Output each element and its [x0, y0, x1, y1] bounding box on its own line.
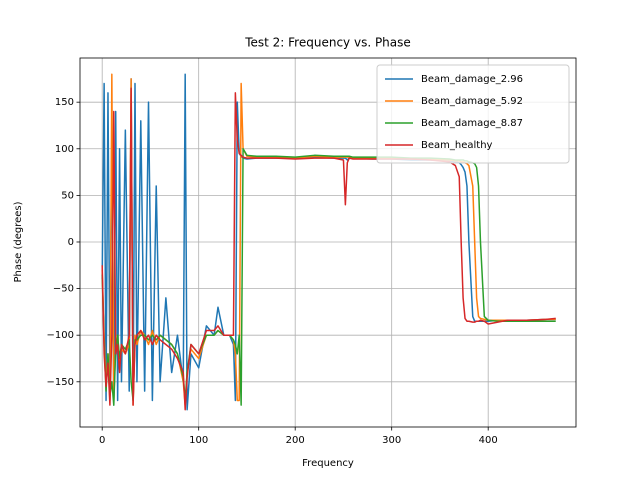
- plot-frame: [79, 57, 577, 428]
- legend-label: Beam_damage_2.96: [421, 74, 523, 85]
- x-axis-label: Frequency: [302, 458, 354, 469]
- x-tick-label: 100: [189, 435, 208, 446]
- legend-label: Beam_damage_8.87: [421, 118, 523, 129]
- y-tick-label: 50: [61, 190, 74, 201]
- y-tick-label: −100: [47, 330, 74, 341]
- y-tick-label: −50: [53, 284, 74, 295]
- legend: Beam_damage_2.96 Beam_damage_5.92 Beam_dam…: [376, 64, 570, 164]
- y-tick-label: 150: [55, 97, 74, 108]
- x-tick-label: 200: [286, 435, 305, 446]
- legend-label: Beam_healthy: [421, 140, 493, 151]
- x-tick-label: 300: [382, 435, 401, 446]
- y-tick-label: 100: [55, 144, 74, 155]
- y-tick-label: −150: [47, 377, 74, 388]
- chart-title: Test 2: Frequency vs. Phase: [244, 36, 411, 50]
- y-tick-label: 0: [68, 237, 74, 248]
- x-tick-label: 0: [99, 435, 105, 446]
- legend-label: Beam_damage_5.92: [421, 96, 523, 107]
- x-tick-label: 400: [479, 435, 498, 446]
- legend-box: [376, 64, 570, 164]
- series-line: [101, 87, 556, 411]
- y-axis-label: Phase (degrees): [13, 201, 24, 282]
